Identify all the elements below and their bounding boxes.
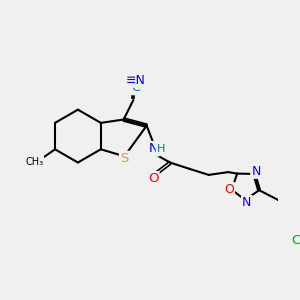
- Text: C: C: [131, 81, 140, 94]
- Text: O: O: [148, 172, 158, 185]
- Text: CH₃: CH₃: [25, 157, 43, 167]
- Text: Cl: Cl: [291, 234, 300, 247]
- Text: N: N: [149, 142, 159, 155]
- Text: H: H: [157, 144, 165, 154]
- Text: ≡N: ≡N: [125, 74, 145, 86]
- Text: N: N: [242, 196, 252, 209]
- Text: N: N: [251, 165, 261, 178]
- Text: O: O: [224, 183, 234, 196]
- Text: S: S: [120, 152, 129, 165]
